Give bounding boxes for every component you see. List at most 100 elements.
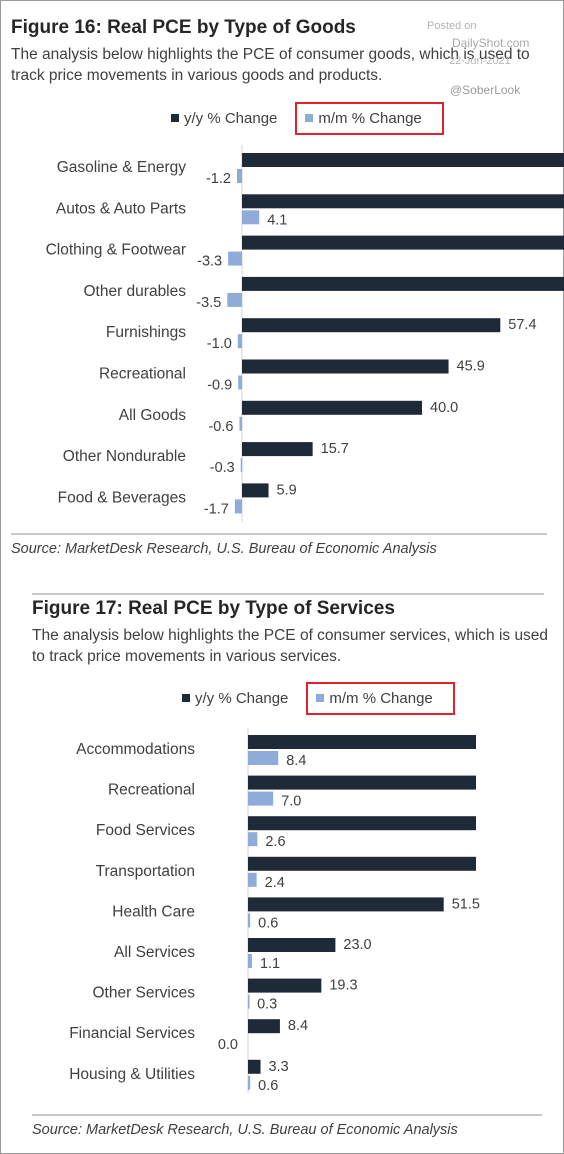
data-label-mm: -0.3 [210,460,235,476]
legend-mm-swatch [305,114,314,122]
legend-yy: y/y % Change [171,110,277,127]
category-label: Furnishings [106,324,186,341]
category-label: Health Care [112,903,195,920]
data-label-mm: -1.7 [204,501,229,517]
data-label-yy: 57.4 [508,317,536,333]
legend-mm-swatch [316,694,325,702]
category-label: Gasoline & Energy [57,159,186,176]
fig16-legend: y/y % Change m/m % Change [171,102,444,135]
fig17-divider [32,1114,542,1116]
bar-mm [238,375,242,390]
watermark-site: DailyShot.com [452,36,530,50]
fig17-legend: y/y % Change m/m % Change [182,682,455,715]
data-label-yy: 15.7 [321,441,349,457]
bar-yy [242,318,501,333]
bar-mm [248,791,274,806]
legend-yy-swatch [182,694,190,702]
data-label-mm: -0.9 [207,378,232,394]
data-label-mm: 1.1 [260,956,280,972]
category-label: Recreational [108,782,195,799]
data-label-mm: -1.2 [206,171,231,187]
legend-mm-highlighted: m/m % Change [306,682,455,715]
data-label-mm: 0.0 [218,1037,238,1053]
bar-mm [248,954,252,968]
fig17-top-rule [32,593,544,595]
legend-yy-swatch [171,114,179,122]
bar-yy [248,897,444,912]
legend-mm-label: m/m % Change [329,690,433,707]
bar-mm [248,913,251,928]
watermark-posted: Posted on [427,20,477,32]
bar-mm [228,251,242,266]
bar-mm [248,751,279,765]
bar-yy [248,1019,280,1034]
legend-yy: y/y % Change [182,690,288,707]
category-label: Autos & Auto Parts [56,200,186,217]
bar-mm [242,210,260,225]
bar-yy [248,816,476,831]
data-label-yy: 23.0 [343,937,371,953]
bar-mm [239,416,242,431]
bar-yy [248,775,476,790]
bar-yy [242,235,564,250]
category-label: Food & Beverages [58,489,187,506]
category-label: Transportation [96,863,195,880]
fig16-source: Source: MarketDesk Research, U.S. Bureau… [11,541,437,557]
bar-mm [227,292,242,307]
legend-yy-label: y/y % Change [184,110,278,127]
fig17-source: Source: MarketDesk Research, U.S. Bureau… [32,1122,458,1138]
bar-yy [248,1059,261,1074]
data-label-yy: 8.4 [288,1018,308,1034]
data-label-yy: 5.9 [277,482,297,498]
bar-yy [242,442,313,457]
bar-mm [234,499,242,514]
data-label-yy: 40.0 [430,400,458,416]
bar-yy [242,400,422,415]
data-label-mm: 2.6 [265,834,285,850]
watermark-date: 22-Jun-2021 [449,55,511,67]
data-label-yy: 51.5 [452,896,480,912]
category-label: Clothing & Footwear [46,242,186,259]
bar-mm [248,1075,251,1090]
bar-yy [242,483,269,498]
category-label: Other durables [83,283,186,300]
data-label-mm: 0.3 [257,997,277,1013]
data-label-mm: -3.5 [196,295,221,311]
category-label: Food Services [96,822,195,839]
bar-yy [248,938,336,952]
bar-yy [242,194,564,209]
bar-mm [248,832,258,847]
category-label: Other Nondurable [63,448,186,465]
data-label-mm: -1.0 [207,336,232,352]
legend-mm-label: m/m % Change [318,110,422,127]
bar-yy [248,978,322,993]
data-label-yy: 3.3 [269,1059,289,1075]
fig16-title: Figure 16: Real PCE by Type of Goods [11,17,356,38]
category-label: All Services [114,944,195,961]
legend-yy-label: y/y % Change [195,690,289,707]
data-label-mm: 7.0 [281,794,301,810]
data-label-mm: 2.4 [265,875,285,891]
fig17-description: The analysis below highlights the PCE of… [32,627,549,665]
category-label: Accommodations [76,741,195,758]
bar-yy [242,276,564,291]
category-label: Other Services [92,985,195,1002]
legend-mm-highlighted: m/m % Change [295,102,444,135]
watermark-handle: @SoberLook [450,83,521,97]
bar-yy [242,359,449,374]
fig16-description: The analysis below highlights the PCE of… [11,46,530,84]
data-label-mm: 0.6 [258,1078,278,1094]
category-label: All Goods [119,407,186,424]
data-label-mm: 8.4 [286,753,306,769]
data-label-yy: 19.3 [329,978,357,994]
data-label-mm: 4.1 [267,212,287,228]
bar-mm [248,994,250,1009]
data-label-mm: -0.6 [208,419,233,435]
data-label-mm: 0.6 [258,915,278,931]
bar-yy [242,153,564,167]
data-label-yy: 45.9 [457,359,485,375]
bar-mm [236,169,242,183]
bar-mm [248,872,257,887]
